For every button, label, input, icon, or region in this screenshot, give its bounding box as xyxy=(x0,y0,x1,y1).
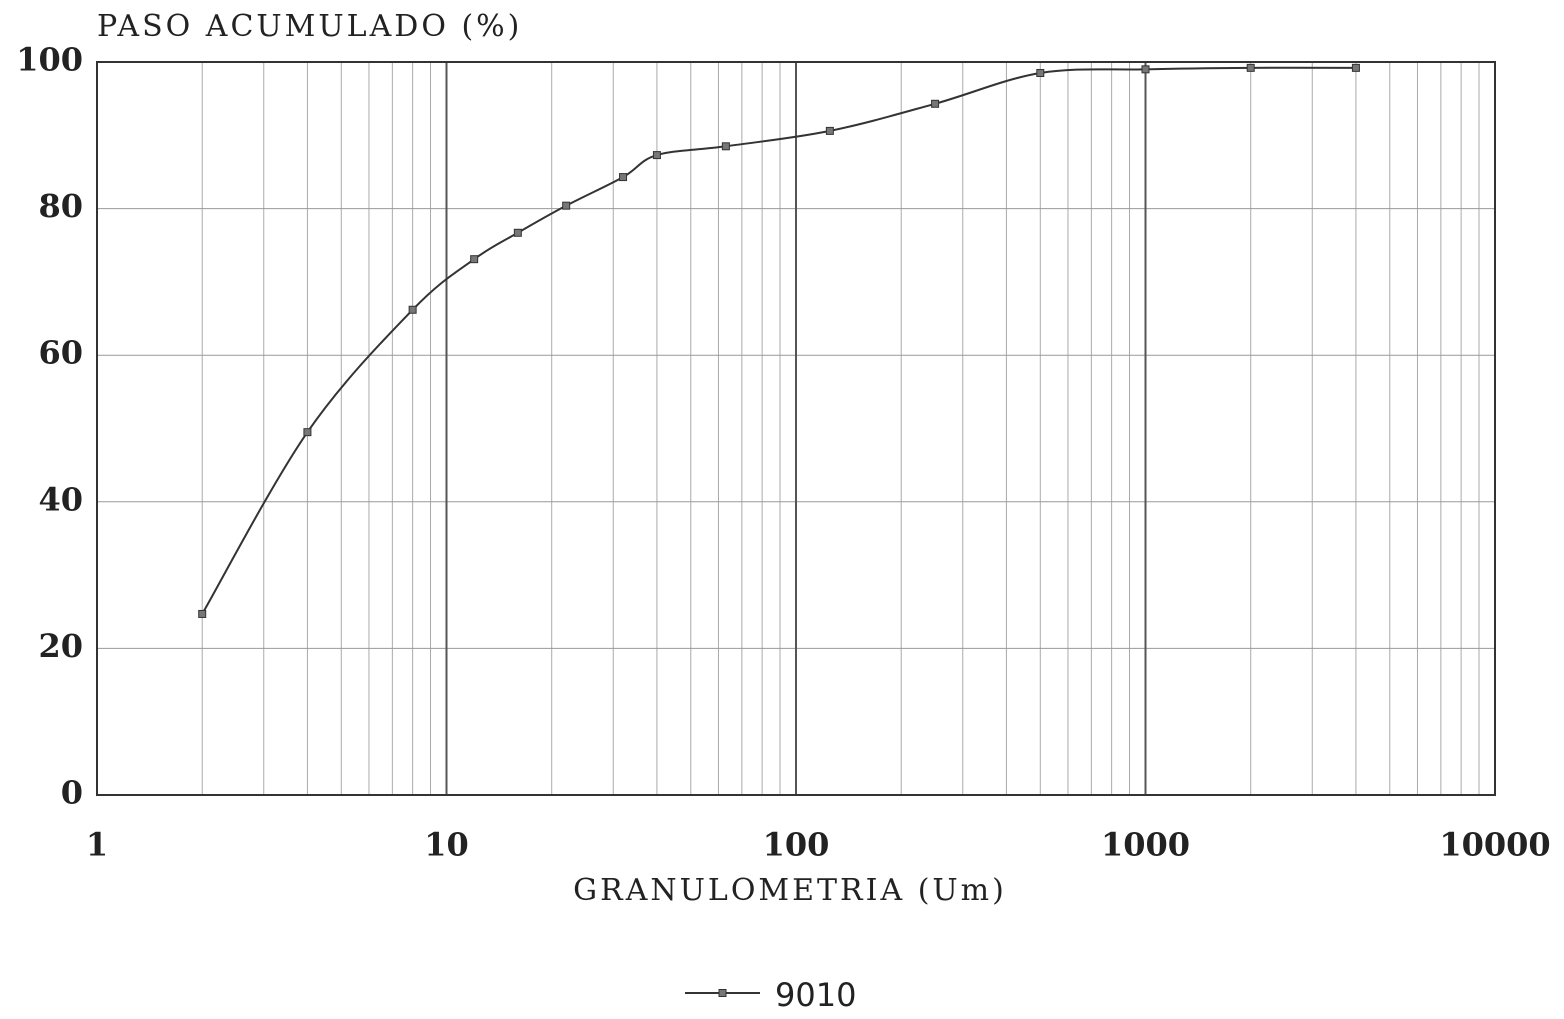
data-point xyxy=(1351,63,1360,72)
x-tick-label: 1 xyxy=(86,826,108,864)
data-point xyxy=(1246,63,1255,72)
data-point xyxy=(1141,65,1150,74)
data-point xyxy=(303,428,312,437)
x-tick-label: 1000 xyxy=(1101,826,1190,864)
data-point xyxy=(652,151,661,160)
x-tick-label: 10000 xyxy=(1439,826,1550,864)
data-point xyxy=(825,126,834,135)
y-tick-label: 0 xyxy=(61,774,83,812)
data-point xyxy=(1036,68,1045,77)
data-point xyxy=(619,173,628,182)
y-tick-label: 100 xyxy=(16,41,83,79)
data-point xyxy=(931,99,940,108)
x-tick-label: 100 xyxy=(763,826,830,864)
y-tick-label: 80 xyxy=(38,187,83,225)
plot-frame xyxy=(96,61,1496,796)
data-point xyxy=(513,228,522,237)
data-point xyxy=(408,305,417,314)
chart-title: PASO ACUMULADO (%) xyxy=(97,9,522,44)
legend-marker xyxy=(718,989,727,997)
data-point xyxy=(198,609,207,618)
data-point xyxy=(721,142,730,151)
y-tick-label: 60 xyxy=(38,334,83,372)
data-line xyxy=(201,66,1356,615)
y-tick-label: 40 xyxy=(38,480,83,518)
y-tick-label: 20 xyxy=(38,627,83,665)
legend-label: 9010 xyxy=(775,976,856,1014)
data-point xyxy=(470,255,479,264)
x-tick-label: 10 xyxy=(424,826,469,864)
x-axis-label: GRANULOMETRIA (Um) xyxy=(573,873,1007,908)
data-point xyxy=(562,201,571,210)
